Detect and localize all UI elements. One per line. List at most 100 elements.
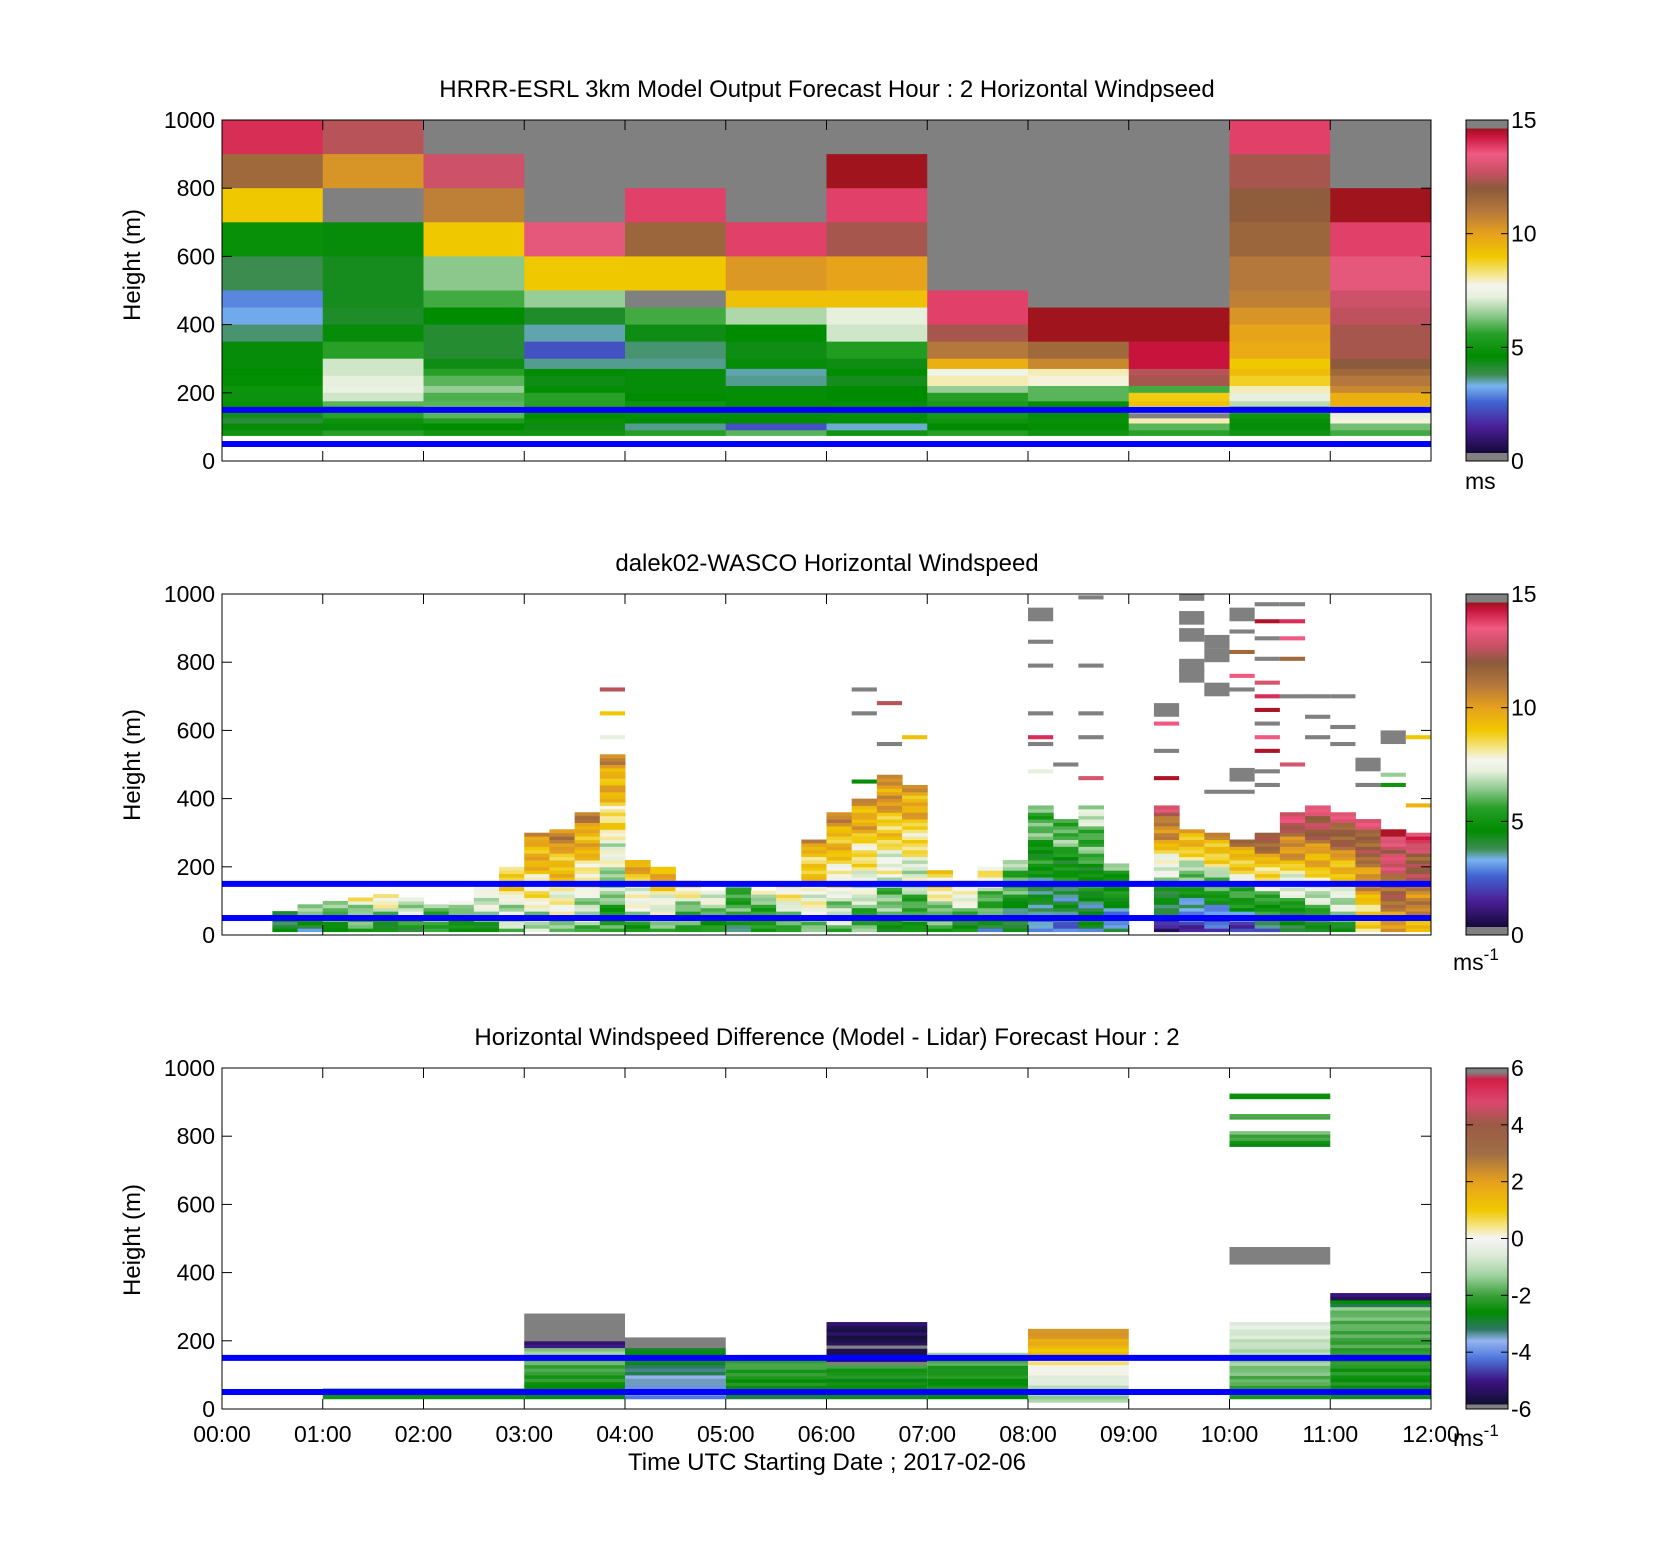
model-cell bbox=[322, 401, 424, 407]
ytick-label: 0 bbox=[202, 922, 215, 948]
difference-cell bbox=[625, 1351, 726, 1355]
lidar-cell bbox=[750, 894, 777, 898]
lidar-cell bbox=[1204, 849, 1230, 854]
model-cell bbox=[725, 401, 827, 407]
lidar-cell bbox=[524, 849, 550, 854]
lidar-cell bbox=[625, 894, 651, 898]
lidar-cell bbox=[1254, 836, 1281, 841]
lidar-cell bbox=[700, 924, 727, 929]
lidar-cell bbox=[1153, 900, 1180, 905]
lidar-cell bbox=[549, 849, 576, 854]
lidar-cell bbox=[599, 887, 626, 892]
lidar-cell bbox=[1204, 887, 1230, 892]
lidar-cell bbox=[423, 928, 450, 933]
model-cell bbox=[1028, 375, 1130, 387]
difference-cell bbox=[1229, 1365, 1331, 1370]
model-cell bbox=[423, 120, 525, 155]
lidar-cell bbox=[876, 846, 903, 851]
lidar-cell bbox=[524, 859, 550, 864]
lidar-cell bbox=[1229, 911, 1256, 916]
lidar-cell bbox=[524, 842, 550, 847]
lidar-cell bbox=[625, 921, 651, 926]
lidar-cell bbox=[1204, 832, 1230, 837]
difference-cell bbox=[625, 1371, 726, 1376]
lidar-cell bbox=[574, 873, 601, 878]
model-cell bbox=[625, 307, 727, 326]
lidar-cell bbox=[700, 894, 727, 898]
lidar-cell bbox=[1179, 890, 1205, 895]
lidar-cell bbox=[902, 897, 928, 902]
colorbar-tick-label: 0 bbox=[1511, 448, 1524, 474]
difference-cell bbox=[826, 1374, 928, 1379]
lidar-cell bbox=[1078, 846, 1105, 851]
model-cell bbox=[1229, 154, 1331, 189]
lidar-cell bbox=[876, 819, 903, 823]
lidar-cell bbox=[1254, 846, 1281, 851]
model-cell bbox=[625, 120, 727, 155]
lidar-cell bbox=[398, 928, 424, 933]
lidar-cell bbox=[851, 825, 878, 830]
difference-cell bbox=[927, 1359, 1028, 1363]
lidar-cell bbox=[1305, 849, 1331, 854]
lidar-cell bbox=[902, 798, 928, 803]
lidar-cell bbox=[599, 894, 626, 898]
lidar-cell bbox=[448, 904, 475, 909]
lidar-cell bbox=[1053, 873, 1079, 878]
lidar-cell bbox=[902, 791, 928, 796]
lidar-upper-return bbox=[1179, 611, 1205, 625]
lidar-cell bbox=[1254, 904, 1281, 909]
lidar-cell bbox=[297, 911, 324, 916]
lidar-cell bbox=[1305, 873, 1331, 878]
lidar-cell bbox=[473, 928, 500, 933]
lidar-cell bbox=[801, 839, 827, 844]
difference-cell bbox=[1229, 1328, 1331, 1333]
lidar-cell bbox=[1305, 839, 1331, 844]
difference-cell bbox=[1229, 1368, 1331, 1373]
ytick-label: 200 bbox=[177, 380, 215, 406]
lidar-cell bbox=[599, 764, 626, 769]
lidar-cell bbox=[650, 897, 676, 902]
lidar-cell bbox=[902, 808, 928, 813]
lidar-cell bbox=[1330, 870, 1356, 875]
lidar-cell bbox=[826, 846, 853, 851]
lidar-cell bbox=[549, 829, 576, 834]
panel-model: HRRR-ESRL 3km Model Output Forecast Hour… bbox=[119, 76, 1537, 494]
lidar-cell bbox=[1002, 924, 1029, 929]
lidar-upper-return bbox=[1229, 767, 1255, 782]
lidar-cell bbox=[1380, 894, 1407, 898]
lidar-cell bbox=[1254, 842, 1281, 847]
model-cell bbox=[826, 324, 928, 343]
model-cell bbox=[625, 188, 727, 223]
lidar-cell bbox=[902, 924, 928, 929]
lidar-cell bbox=[1153, 894, 1180, 898]
lidar-cell bbox=[599, 808, 626, 813]
lidar-cell bbox=[902, 825, 928, 830]
difference-cell bbox=[725, 1369, 827, 1374]
model-cell bbox=[322, 358, 424, 370]
lidar-upper-return bbox=[1254, 636, 1280, 641]
lidar-cell bbox=[1028, 904, 1054, 909]
lidar-cell bbox=[599, 853, 626, 858]
lidar-cell bbox=[1103, 911, 1130, 916]
panel-difference-reference-lines bbox=[222, 1354, 1431, 1395]
lidar-cell bbox=[373, 921, 399, 926]
lidar-cell bbox=[1153, 911, 1180, 916]
lidar-cell bbox=[1204, 907, 1230, 912]
lidar-cell bbox=[1179, 836, 1205, 841]
difference-cell bbox=[1229, 1395, 1331, 1400]
lidar-cell bbox=[373, 907, 399, 912]
model-cell bbox=[826, 358, 928, 370]
lidar-cell bbox=[1330, 924, 1356, 929]
lidar-cell bbox=[675, 900, 702, 905]
lidar-cell bbox=[902, 795, 928, 800]
model-cell bbox=[1028, 423, 1130, 431]
lidar-cell bbox=[952, 924, 979, 929]
lidar-cell bbox=[902, 890, 928, 895]
lidar-cell bbox=[549, 856, 576, 861]
lidar-cell bbox=[952, 900, 979, 905]
lidar-upper-return bbox=[1028, 663, 1054, 668]
model-cell bbox=[625, 430, 727, 436]
lidar-upper-return bbox=[1254, 656, 1280, 661]
lidar-cell bbox=[574, 887, 601, 892]
lidar-cell bbox=[1002, 887, 1029, 892]
